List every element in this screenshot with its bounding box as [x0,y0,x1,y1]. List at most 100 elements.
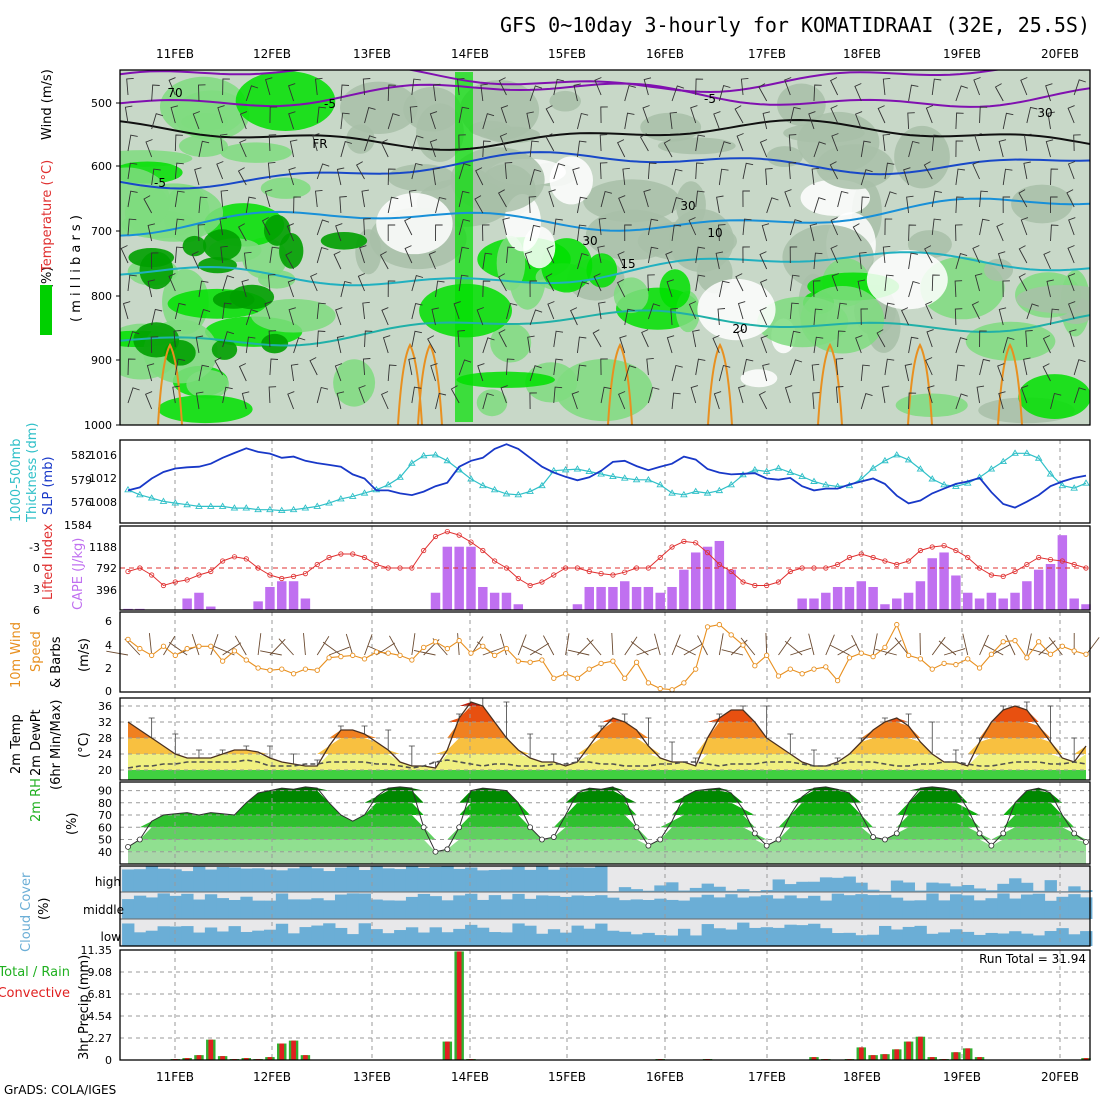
wind-barb [545,105,555,124]
wind-barb [222,331,235,348]
wind-barb [237,167,247,186]
tick-label: 582 [71,449,92,462]
lifted-point [421,547,427,554]
wind-barb [546,245,555,264]
wind-barb [174,302,186,320]
rh-blob [783,123,865,143]
wind-barb [1068,217,1076,236]
thickness-point [325,499,333,506]
lifted-index-line [127,531,1087,587]
wind-barb [908,252,918,270]
wind-barb [695,190,705,208]
rh-point [1071,830,1078,837]
wind-barb [548,189,556,208]
cloud-bar [169,895,182,919]
cape-bar [1069,598,1079,610]
cloud-bar [997,883,1010,892]
cloud-bar [264,900,277,919]
wind-speed-line [127,623,1087,691]
thickness-point [916,465,925,472]
lifted-point [279,575,285,582]
cloud-bar [879,894,892,919]
surface-barb [316,636,330,656]
rh-point [456,824,463,831]
wind-barb [458,274,469,292]
thickness-point [999,457,1008,465]
wind-barb [145,139,153,158]
cloud-bar [536,933,549,946]
wind-barb [267,161,276,180]
wind-barb [884,302,895,320]
cloud-bar [536,895,549,919]
wind-barb [264,301,272,320]
thickness-point [266,505,274,513]
cloud-bar [370,929,383,946]
wind-barb [1067,273,1076,292]
cloud-bar [689,935,703,946]
thickness-point [1023,449,1031,456]
lifted-point [1036,554,1042,561]
wind-barb [813,141,826,158]
temperature-label: Temperature (°C) [40,160,55,273]
lifted-point [515,575,521,582]
wind-barb [837,330,846,348]
wind-barb [1050,224,1059,242]
tick-label: 1000 [84,419,112,432]
wind-barb [877,105,886,124]
thickness-point [928,475,937,482]
surface-barb [413,649,436,656]
cloud-bar [914,890,927,892]
thickness-point [431,451,440,458]
wind-barb [265,77,273,96]
wind-barb [336,167,345,186]
minmax-bar [1023,701,1030,710]
wind-barb [955,393,968,410]
surface-barb [624,636,638,656]
wind-barb [168,77,176,96]
surface-barb [611,632,614,656]
wind-barb [789,274,800,292]
wind-barb [954,308,963,326]
date-label: 18FEB [843,47,881,61]
wind-barb [713,111,721,130]
lifted-point [965,554,971,561]
precip-convective-bar [1083,1058,1089,1060]
minmax-bar [858,737,865,742]
minmax-bar [337,725,344,730]
cape-bar [1045,563,1056,610]
precip-convective-bar [929,1057,935,1060]
cape-bars [123,535,1091,610]
wind-barb [671,392,681,410]
minmax-bar [810,749,817,766]
cape-bar [927,558,937,610]
wind-point [894,621,900,628]
wind-barb [903,167,911,186]
wind-barb [261,217,271,236]
cape-bar [690,552,701,610]
surface-barb [991,643,1011,656]
wind-barb [996,223,1004,242]
date-label: 12FEB [253,1070,291,1084]
wind-barb [404,217,413,236]
cape-frame [119,525,1091,611]
lifted-point [728,568,734,575]
wind-barb [216,161,224,180]
wind-barb [340,112,350,130]
cloud-bar [547,895,561,919]
warm-contour [417,342,443,425]
lifted-point [681,538,687,545]
wind-barb [120,245,129,264]
wind-barb [736,133,744,152]
cloud-bar [240,868,253,892]
thickness-point [218,502,227,509]
tick-label: 50 [98,834,112,847]
cloud-bar [1009,898,1022,919]
surface-barb [1085,637,1100,656]
wind-barb [742,246,750,264]
wind-barb [220,245,228,264]
wind-barb [127,358,136,376]
lifted-point [1083,565,1089,571]
cape-bar [915,581,926,610]
wind-barb [411,302,423,320]
